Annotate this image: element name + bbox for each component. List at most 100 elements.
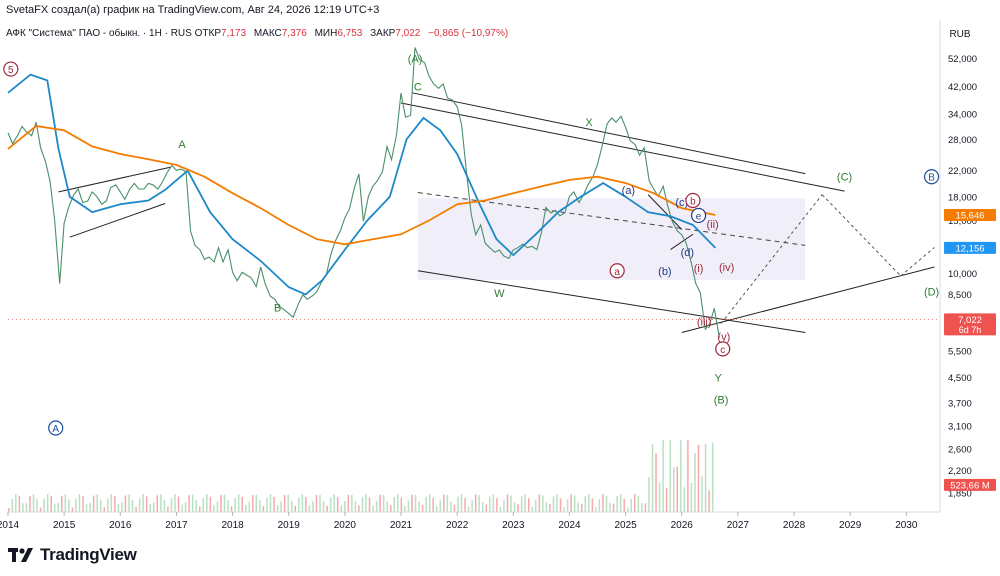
wave-label-22: (i) [694,263,704,275]
volume-bar [68,499,70,512]
y-tick-label: 28,000 [948,135,977,146]
wave-label-25: (iv) [719,262,734,274]
price-label-subtext: 6d 7h [959,325,982,335]
volume-bar [96,494,98,512]
volume-bar [315,494,318,512]
x-tick-label: 2024 [558,520,581,531]
y-tick-label: 4,500 [948,373,972,384]
wave-label-circle [3,61,19,77]
volume-bar [616,496,618,512]
price-line [7,47,720,338]
y-tick-label: 18,000 [948,192,977,203]
wave-label-10: (B) [714,394,729,406]
y-tick-label: 3,700 [948,398,972,409]
x-tick-label: 2017 [165,520,188,531]
volume-bar [503,499,505,512]
volume-bar [322,500,325,512]
volume-bar [499,506,502,512]
volume-bar [605,495,608,512]
volume-bar [637,495,640,512]
volume-bar [301,494,304,512]
wave-label-7: W [494,288,505,300]
volume-bar [22,503,24,512]
axes: 2014 2015 2016 2017 2018 2019 2020 2021 2022 2023… [0,20,996,531]
volume-bar [36,499,38,512]
volume-bar [697,444,700,512]
volume-bar [103,507,106,512]
volume-bar [379,494,381,512]
y-tick-label: 22,000 [948,166,977,177]
projection-down-line [821,194,902,277]
volume-bar [619,494,622,512]
y-tick-label: 2,600 [948,444,972,455]
volume-bar [287,494,289,512]
volume-bar [223,494,226,512]
volume-bar [131,499,134,512]
volume-bar [262,506,265,512]
volume-bar [446,495,449,512]
volume-bar [623,498,625,512]
volume-bar [138,498,141,512]
volume-bar [559,498,562,512]
volume-bar [407,500,410,512]
volume-bar [609,502,611,512]
volume-bar [563,507,565,512]
price-label-box [944,313,996,336]
volume-bar [506,494,509,512]
volume-bar [510,495,512,512]
volume-bar [478,495,480,512]
volume-bar [25,503,28,512]
symbol-info-bar: АФК "Система" ПАО - обыкн. · 1Н · RUS ОТ… [6,28,513,39]
volume-bar [85,503,88,512]
volume-bar [584,496,587,512]
volume-bar [64,494,67,512]
volume-bar [489,496,491,512]
volume-bar [400,497,403,512]
volume-bar [145,496,148,512]
wave-label-24: (iii) [697,317,712,329]
volume-bar [117,503,120,512]
volume-bar [135,507,137,512]
volume-bar [460,494,463,512]
volume-bar [280,501,282,512]
price-label-box [944,241,996,254]
volume-bar [474,494,477,512]
volume-bar [191,494,194,512]
symbol-name[interactable]: АФК "Система" ПАО - обыкн. · 1Н · RUS [6,28,192,39]
volume-bar [82,496,84,512]
volume-bar [552,496,555,512]
volume-bar [206,494,208,512]
wave-label-circle [690,207,707,224]
volume-bar [92,495,95,512]
low-value: 6,753 [337,28,363,39]
volume-bar [255,494,258,512]
volume-bar [443,494,445,512]
tradingview-logo-icon [8,548,33,562]
wave-label-17: (d) [681,247,694,259]
y-tick-label: 5,500 [948,347,972,358]
volume-bar [644,503,647,512]
wave-label-19: a [614,267,620,278]
volume-bar [591,498,594,512]
volume-bar [651,444,654,512]
volume-bar [372,505,374,512]
volume-bar [630,499,633,512]
wave-label-15: (b) [658,266,671,278]
x-tick-label: 2030 [895,520,918,531]
volume-bar [252,495,254,512]
volume-bar [121,502,123,512]
volume-bar [199,506,201,512]
volume-bar [655,453,657,512]
volume-bar [471,500,473,512]
volume-bar [202,497,205,512]
volume-bar [156,495,159,512]
price-label-box [944,209,996,222]
volume-bar [566,499,569,512]
tradingview-logo[interactable]: TradingView [8,545,137,565]
volume-bar [75,498,77,512]
wave-label-8: X [585,117,593,129]
volume-bar [8,508,10,512]
wave-label-1: 5 [8,65,14,76]
volume-bar [435,506,438,512]
